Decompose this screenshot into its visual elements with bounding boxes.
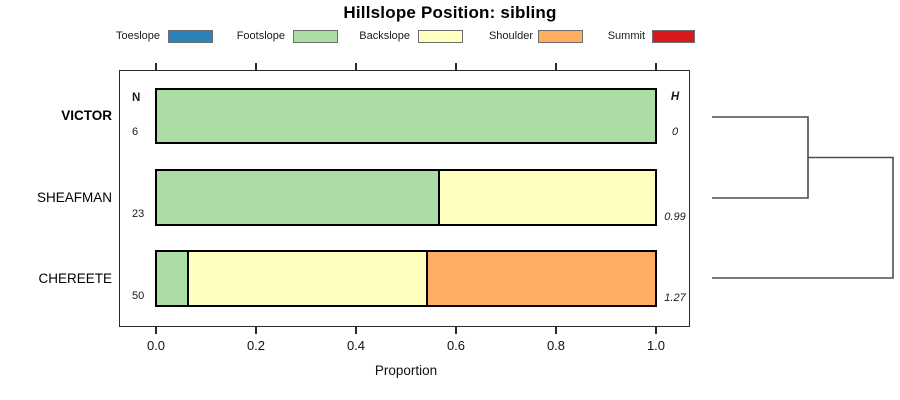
legend-swatch-footslope	[293, 29, 338, 43]
x-axis-tick-bottom	[155, 327, 157, 334]
legend-label-summit: Summit	[607, 30, 645, 42]
bar-segment-backslope	[186, 252, 426, 305]
bar-segment-backslope	[438, 171, 655, 224]
bar-row-sheafman	[155, 169, 657, 226]
h-column-header: H	[670, 91, 680, 103]
bar-row-victor	[155, 88, 657, 144]
bar-segment-shoulder	[425, 252, 655, 305]
legend-label-toeslope: Toeslope	[115, 30, 160, 42]
entropy-value-victor: 0	[671, 126, 679, 138]
legend-swatch-shoulder	[538, 29, 583, 43]
x-axis-tick-label: 0.8	[546, 338, 566, 353]
x-axis-title: Proportion	[374, 363, 438, 378]
row-label-victor: VICTOR	[61, 108, 112, 123]
x-axis-tick-bottom	[655, 327, 657, 334]
legend-label-shoulder: Shoulder	[488, 30, 533, 42]
x-axis-tick-top	[555, 63, 557, 70]
bar-segment-footslope	[157, 252, 187, 305]
x-axis-tick-top	[255, 63, 257, 70]
sample-count-victor: 6	[132, 126, 139, 138]
n-column-header: N	[132, 92, 141, 104]
x-axis-tick-label: 1.0	[646, 338, 666, 353]
x-axis-tick-bottom	[255, 327, 257, 334]
x-axis-tick-bottom	[355, 327, 357, 334]
row-label-chereete: CHEREETE	[38, 271, 112, 286]
x-axis-tick-label: 0.4	[346, 338, 366, 353]
legend-label-backslope: Backslope	[359, 30, 410, 42]
legend-swatch-backslope	[418, 29, 463, 43]
x-axis-tick-label: 0.2	[246, 338, 266, 353]
bar-row-chereete	[155, 250, 657, 307]
entropy-value-sheafman: 0.99	[664, 211, 686, 223]
legend-swatch-toeslope	[168, 29, 213, 43]
dendrogram-links	[712, 116, 894, 279]
x-axis-tick-bottom	[555, 327, 557, 334]
entropy-value-chereete: 1.27	[664, 292, 686, 304]
x-axis-tick-top	[155, 63, 157, 70]
x-axis-tick-bottom	[455, 327, 457, 334]
legend-swatch-summit	[652, 29, 695, 43]
x-axis-tick-label: 0.0	[146, 338, 166, 353]
bar-segment-footslope	[157, 171, 439, 224]
x-axis-tick-top	[455, 63, 457, 70]
x-axis-tick-top	[655, 63, 657, 70]
sample-count-chereete: 50	[132, 290, 145, 302]
x-axis-tick-label: 0.6	[446, 338, 466, 353]
bar-segment-footslope	[157, 90, 655, 142]
legend-label-footslope: Footslope	[236, 30, 285, 42]
x-axis-tick-top	[355, 63, 357, 70]
row-label-sheafman: SHEAFMAN	[36, 190, 112, 205]
chart-title: Hillslope Position: sibling	[343, 3, 557, 22]
sample-count-sheafman: 23	[132, 208, 145, 220]
